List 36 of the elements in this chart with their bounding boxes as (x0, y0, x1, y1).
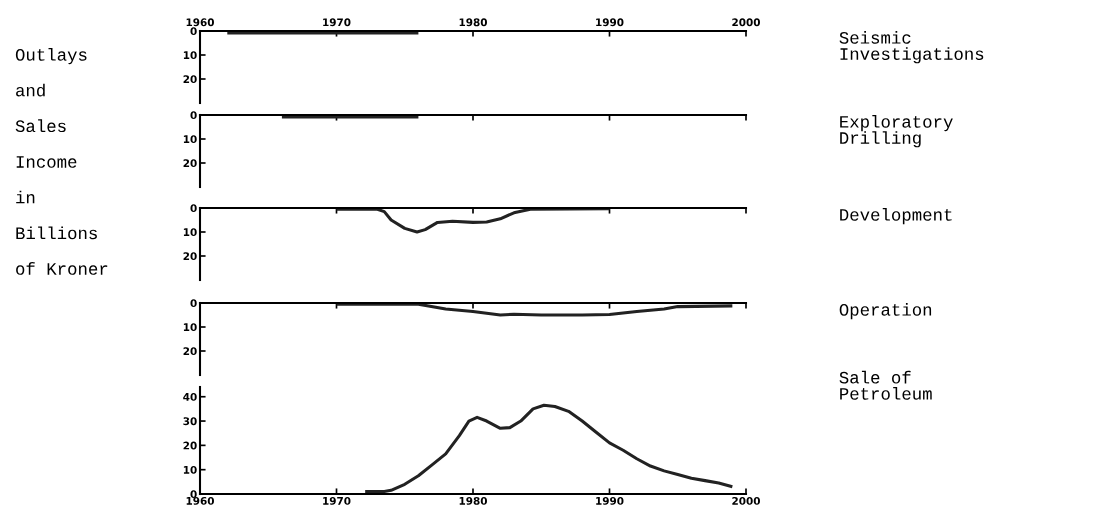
y-tick-label: 20 (183, 75, 197, 84)
y-tick-label: 0 (190, 111, 197, 120)
y-tick-label: 20 (183, 441, 197, 450)
y-tick-label: 10 (183, 228, 197, 237)
text: Seismic Investigations (839, 31, 984, 64)
x-tick-label: 1970 (323, 496, 351, 505)
x-tick-label: 1960 (186, 496, 214, 505)
y-tick-label: 0 (190, 27, 197, 36)
line-series (334, 208, 612, 234)
y-tick-label: 10 (183, 465, 197, 474)
text: Operation (839, 303, 932, 320)
x-tick-label: 1990 (596, 496, 624, 505)
y-tick-label: 10 (183, 323, 197, 332)
x-tick-label: 1980 (459, 496, 487, 505)
x-tick-label: 1970 (323, 18, 351, 27)
y-tick-label: 0 (190, 204, 197, 213)
text: Outlays and Sales Income in Billions of Kroner (15, 48, 108, 275)
x-tick-label: 1980 (459, 18, 487, 27)
line-series (334, 303, 734, 317)
y-tick-label: 20 (183, 159, 197, 168)
y-tick-label: 40 (183, 392, 197, 401)
x-tick-label: 2000 (732, 18, 760, 27)
y-tick-label: 10 (183, 135, 197, 144)
text: Development (840, 208, 952, 225)
x-tick-label: 2000 (732, 496, 760, 505)
x-tick-label: 1960 (186, 18, 214, 27)
line-series (363, 403, 734, 494)
y-tick-label: 10 (183, 51, 197, 60)
y-tick-label: 20 (183, 347, 197, 356)
y-tick-label: 0 (190, 490, 197, 499)
y-tick-label: 20 (183, 252, 197, 261)
y-tick-label: 0 (190, 299, 197, 308)
x-tick-label: 1990 (596, 18, 624, 27)
text: Exploratory Drilling (840, 115, 953, 148)
text: Sale of Petroleum (839, 370, 932, 400)
y-tick-label: 30 (183, 417, 197, 426)
